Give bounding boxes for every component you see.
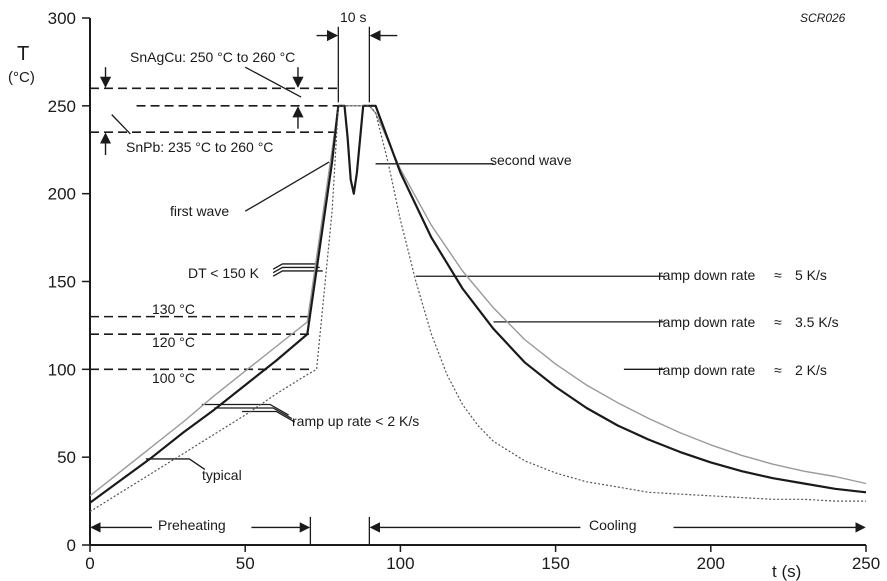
- x-tick-label: 0: [85, 554, 94, 573]
- y-tick-label: 0: [67, 536, 76, 555]
- label-snpb: SnPb: 235 °C to 260 °C: [126, 139, 273, 155]
- leader-dt-c: [272, 270, 323, 277]
- y-axis-label: T: [17, 43, 29, 65]
- y-axis-unit: (°C): [8, 69, 35, 86]
- leader-snagcu: [244, 66, 302, 98]
- x-tick-label: 150: [541, 554, 569, 573]
- leader-first-wave: [244, 161, 330, 212]
- label-ramp-down-5-value: 5 K/s: [795, 267, 827, 283]
- x-tick-label: 50: [236, 554, 255, 573]
- preheating-label-bg: [152, 516, 248, 534]
- y-tick-label: 200: [48, 185, 76, 204]
- leader-ramp-up-b: [214, 407, 293, 420]
- label-snagcu: SnAgCu: 250 °C to 260 °C: [130, 49, 295, 65]
- label-ramp-down-35: ramp down rate: [658, 314, 755, 330]
- label-second-wave: second wave: [490, 152, 572, 168]
- x-tick-label: 100: [386, 554, 414, 573]
- series-line-dark-solid: [89, 104, 867, 504]
- leader-dt-a: [272, 263, 317, 270]
- approx-sign-5: ≈: [774, 267, 782, 283]
- label-dt: DT < 150 K: [188, 265, 260, 281]
- x-axis-label: t (s): [772, 562, 801, 581]
- leader-ramp-up-c: [242, 410, 296, 423]
- label-ramp-down-5: ramp down rate: [658, 267, 755, 283]
- label-typical: typical: [202, 467, 242, 483]
- guides-layer: [90, 26, 866, 545]
- y-tick-label: 300: [48, 9, 76, 28]
- y-tick-label: 250: [48, 97, 76, 116]
- leader-dt-b: [272, 266, 320, 274]
- leader-typical: [145, 458, 206, 471]
- ticks-layer: 0 50 100 150 200 250 300 0 50 100 150 200 250: [48, 9, 881, 573]
- label-first-wave: first wave: [170, 203, 229, 219]
- label-ramp-down-2: ramp down rate: [658, 362, 755, 378]
- y-tick-label: 100: [48, 360, 76, 379]
- leader-snpb: [111, 114, 131, 135]
- x-tick-label: 200: [697, 554, 725, 573]
- label-cooling: Cooling: [589, 517, 636, 533]
- x-tick-label: 250: [852, 554, 880, 573]
- label-10s: 10 s: [340, 9, 366, 25]
- approx-sign-2: ≈: [774, 362, 782, 378]
- approx-sign-35: ≈: [774, 314, 782, 330]
- label-ramp-down-35-value: 3.5 K/s: [795, 314, 839, 330]
- label-preheating: Preheating: [158, 517, 226, 533]
- label-100c: 100 °C: [152, 370, 195, 386]
- series-layer: [89, 104, 867, 513]
- cooling-label-bg: [582, 516, 654, 534]
- figure-code: SCR026: [800, 11, 846, 25]
- series-line-dotted: [89, 105, 866, 513]
- label-130c: 130 °C: [152, 301, 195, 317]
- leader-ramp-up-a: [201, 403, 289, 416]
- label-ramp-up: ramp up rate < 2 K/s: [292, 413, 419, 429]
- y-tick-label: 150: [48, 273, 76, 292]
- label-120c: 120 °C: [152, 334, 195, 350]
- y-tick-label: 50: [57, 448, 76, 467]
- label-ramp-down-2-value: 2 K/s: [795, 362, 827, 378]
- series-line-light-solid: [89, 105, 867, 497]
